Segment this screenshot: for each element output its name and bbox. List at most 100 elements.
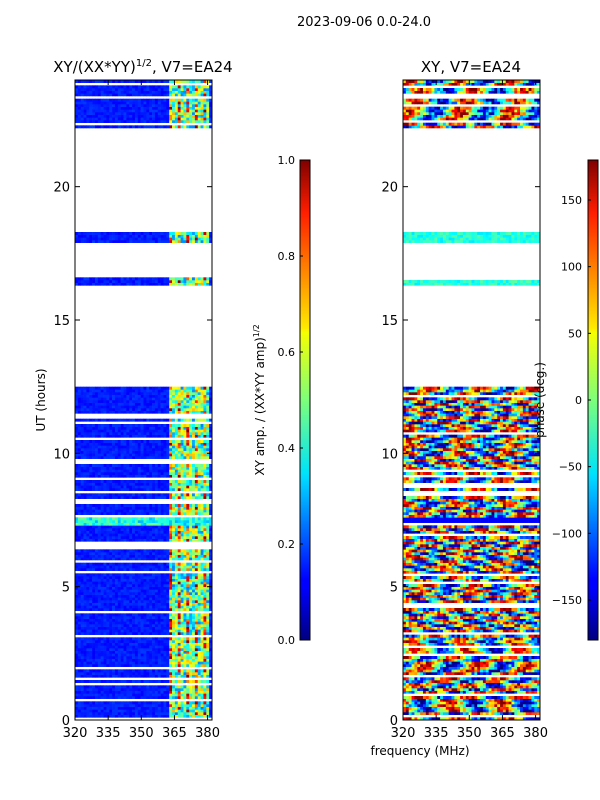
heatmap-cell — [206, 442, 210, 446]
heatmap-cell — [143, 448, 147, 451]
heatmap-cell — [149, 480, 153, 483]
heatmap-cell — [123, 552, 127, 555]
heatmap-cell — [200, 522, 204, 526]
heatmap-cell — [129, 442, 133, 446]
heatmap-cell — [126, 512, 130, 515]
heatmap-cell — [92, 637, 96, 641]
heatmap-cell — [134, 442, 139, 446]
heatmap-cell — [114, 701, 119, 705]
heatmap-cell — [177, 426, 181, 430]
heatmap-cell — [192, 621, 196, 625]
heatmap-cell — [152, 408, 156, 411]
heatmap-cell — [209, 538, 212, 542]
heatmap-cell — [94, 522, 99, 526]
heatmap-cell — [203, 512, 207, 515]
heatmap-cell — [132, 685, 136, 689]
heatmap-cell — [117, 714, 121, 718]
heatmap-cell — [166, 485, 170, 489]
heatmap-cell — [160, 626, 164, 630]
heatmap-cell — [134, 504, 139, 507]
heatmap-cell — [143, 573, 147, 577]
heatmap-cell — [177, 706, 181, 710]
heatmap-cell — [75, 397, 79, 401]
heatmap-cell — [174, 568, 179, 571]
heatmap-cell — [192, 445, 196, 449]
heatmap-cell — [174, 645, 179, 649]
heatmap-cell — [117, 400, 121, 403]
heatmap-cell — [166, 616, 170, 619]
heatmap-cell — [197, 520, 201, 523]
heatmap-cell — [77, 637, 81, 641]
heatmap-cell — [169, 640, 173, 643]
heatmap-cell — [197, 704, 201, 707]
heatmap-cell — [83, 602, 87, 606]
heatmap-cell — [117, 434, 121, 438]
heatmap-cell — [123, 586, 127, 590]
heatmap-cell — [166, 661, 170, 665]
heatmap-cell — [123, 440, 127, 443]
heatmap-cell — [200, 517, 204, 521]
heatmap-cell — [177, 456, 181, 459]
heatmap-cell — [169, 669, 173, 673]
heatmap-cell — [120, 714, 124, 718]
heatmap-cell — [189, 282, 193, 286]
heatmap-cell — [117, 386, 121, 390]
heatmap-cell — [132, 386, 136, 390]
heatmap-cell — [177, 701, 181, 705]
heatmap-cell — [194, 605, 199, 609]
heatmap-cell — [129, 453, 133, 457]
heatmap-cell — [129, 632, 133, 635]
heatmap-cell — [166, 520, 170, 523]
heatmap-cell — [75, 512, 79, 515]
heatmap-cell — [189, 424, 193, 427]
heatmap-cell — [174, 688, 179, 691]
heatmap-cell — [192, 453, 196, 457]
heatmap-cell — [114, 474, 119, 478]
heatmap-cell — [94, 562, 99, 566]
heatmap-cell — [200, 456, 204, 459]
heatmap-cell — [92, 482, 96, 486]
heatmap-cell — [180, 680, 184, 683]
heatmap-cell — [160, 648, 164, 651]
heatmap-cell — [94, 688, 99, 691]
heatmap-cell — [203, 640, 207, 643]
heatmap-cell — [186, 394, 190, 398]
heatmap-cell — [86, 573, 90, 577]
heatmap-cell — [137, 584, 141, 587]
heatmap-cell — [126, 602, 130, 606]
heatmap-cell — [206, 600, 210, 603]
heatmap-cell — [77, 410, 81, 414]
heatmap-cell — [140, 533, 144, 537]
heatmap-cell — [100, 528, 104, 531]
heatmap-cell — [186, 680, 190, 683]
heatmap-cell — [146, 650, 150, 654]
heatmap-cell — [189, 530, 193, 534]
heatmap-cell — [97, 624, 101, 627]
heatmap-cell — [92, 621, 96, 625]
heatmap-cell — [172, 405, 176, 409]
heatmap-cell — [92, 690, 96, 694]
heatmap-cell — [83, 432, 87, 435]
heatmap-cell — [89, 485, 93, 489]
heatmap-cell — [180, 581, 184, 585]
heatmap-cell — [114, 557, 119, 561]
heatmap-cell — [160, 402, 164, 406]
heatmap-cell — [123, 472, 127, 475]
heatmap-cell — [194, 410, 199, 414]
heatmap-cell — [103, 562, 107, 566]
heatmap-cell — [132, 605, 136, 609]
heatmap-cell — [166, 552, 170, 555]
heatmap-cell — [160, 530, 164, 534]
heatmap-cell — [169, 581, 173, 585]
heatmap-cell — [112, 536, 116, 539]
heatmap-cell — [200, 669, 204, 673]
heatmap-cell — [94, 576, 99, 579]
heatmap-cell — [103, 645, 107, 649]
heatmap-cell — [77, 426, 81, 430]
amplitude-title-sup: 1/2 — [136, 58, 152, 69]
heatmap-cell — [94, 624, 99, 627]
heatmap-cell — [126, 605, 130, 609]
heatmap-cell — [174, 485, 179, 489]
heatmap-cell — [117, 472, 121, 475]
heatmap-cell — [75, 453, 79, 457]
